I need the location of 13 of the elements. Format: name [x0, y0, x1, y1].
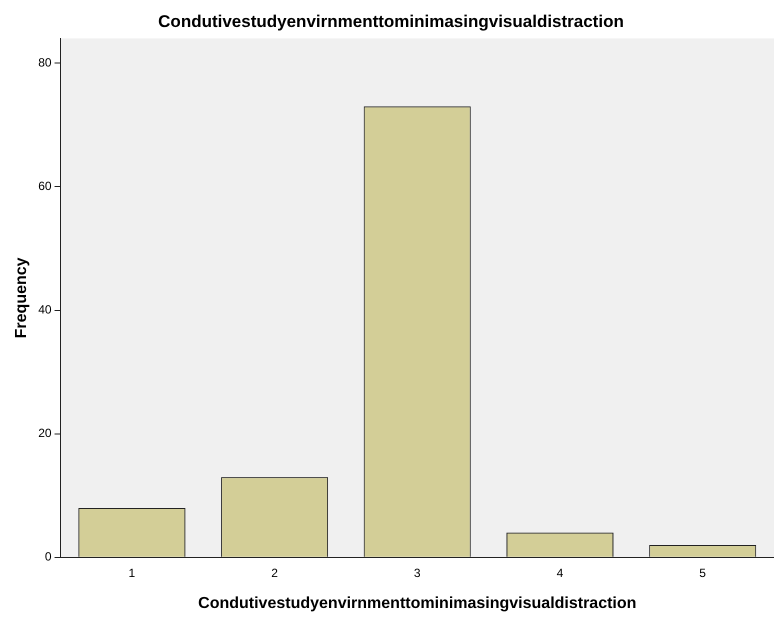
y-tick-label: 80 [38, 55, 52, 70]
y-tick-label: 0 [44, 550, 52, 564]
y-tick-label: 60 [38, 179, 52, 193]
x-tick-label: 5 [699, 566, 706, 580]
y-axis-title: Frequency [13, 257, 30, 338]
y-tick-label: 20 [38, 426, 52, 440]
x-axis-title: Condutivestudyenvirnmenttominimasingvisualdistraction [198, 594, 636, 612]
x-tick-label: 3 [414, 566, 421, 580]
y-tick-label: 40 [38, 302, 52, 317]
x-tick-label: 1 [128, 566, 136, 580]
chart-title: Condutivestudyenvirnmenttominimasingvisualdistraction [158, 12, 624, 31]
x-tick-label: 2 [271, 566, 278, 580]
x-tick-label: 4 [556, 566, 564, 580]
